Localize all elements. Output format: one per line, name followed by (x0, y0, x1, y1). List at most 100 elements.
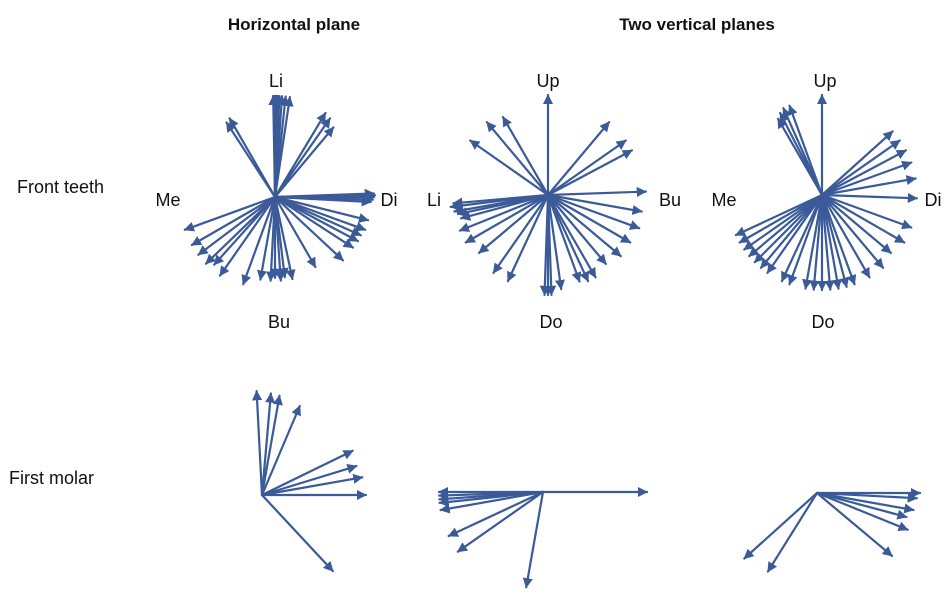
force-vector-arrow (776, 117, 824, 197)
force-vector-arrow (183, 195, 277, 232)
force-vector-arrow (469, 139, 550, 197)
force-vector-arrow (218, 195, 277, 277)
force-vector-arrow (766, 491, 819, 573)
vector-group (449, 93, 648, 297)
force-vector-arrow (197, 195, 277, 256)
force-vector-arrow (815, 491, 894, 558)
force-vector-arrow (438, 490, 545, 507)
force-vector-arrow (820, 149, 908, 197)
force-vector-arrow (260, 404, 301, 497)
force-vector-arrow (447, 490, 545, 538)
force-vector-arrow (273, 195, 317, 269)
force-vector-arrow (273, 195, 367, 232)
force-vector-arrow (748, 193, 824, 258)
force-vector-arrow (273, 195, 372, 207)
force-vector-arrow (273, 195, 354, 249)
force-vector-arrow (820, 193, 885, 269)
direction-label-left: Me (711, 190, 736, 210)
diagram-molar-vertical-1 (437, 486, 649, 589)
force-vector-arrow (820, 160, 913, 197)
force-vector-arrow (780, 193, 824, 283)
force-vector-arrow (501, 115, 550, 197)
force-vector-arrow (225, 121, 277, 199)
force-vector-arrow (439, 490, 545, 514)
force-vector-arrow (266, 195, 277, 282)
force-vector-arrow (546, 186, 648, 197)
diagram-molar-horizontal (252, 390, 368, 573)
force-vector-arrow (820, 193, 842, 290)
vector-group (437, 486, 649, 589)
force-vector-arrow (257, 195, 277, 281)
force-vector-arrow (546, 193, 590, 283)
direction-label-right: Di (925, 190, 942, 210)
force-vector-arrow (273, 111, 327, 199)
direction-label-top: Up (813, 71, 836, 91)
force-vector-arrow (464, 193, 550, 244)
force-vector-arrow (273, 126, 335, 199)
force-vector-arrow (802, 193, 824, 290)
force-vector-arrow (485, 121, 550, 197)
force-vector-arrow (273, 117, 332, 199)
force-vector-arrow (820, 130, 894, 197)
force-vector-arrow (820, 192, 919, 204)
force-vector-arrow (766, 193, 824, 274)
force-vector-arrow (539, 193, 550, 296)
vector-group (734, 93, 919, 292)
force-vector-arrow (743, 491, 819, 560)
direction-label-top: Up (536, 71, 559, 91)
force-vector-arrow (820, 193, 857, 286)
force-vector-arrow (815, 491, 918, 503)
direction-label-right: Bu (659, 190, 681, 210)
force-vector-arrow (273, 95, 294, 199)
force-vector-arrow (252, 390, 264, 497)
force-vector-arrow (546, 193, 632, 244)
force-vector-arrow (506, 193, 550, 283)
force-vector-arrow (241, 195, 277, 286)
force-vector-arrow (546, 193, 641, 230)
diagram-molar-vertical-2 (743, 487, 922, 573)
force-vector-arrow (815, 491, 915, 514)
force-vector-arrow (546, 193, 582, 283)
force-vector-arrow (546, 149, 634, 197)
force-vector-arrow (546, 139, 627, 197)
vector-group (743, 487, 922, 573)
force-vector-arrow (820, 193, 835, 291)
force-vector-arrow (820, 193, 906, 244)
force-vector-arrow (260, 473, 364, 497)
vector-group (183, 94, 377, 286)
force-vector-arrow (492, 193, 550, 274)
force-vector-arrow (743, 193, 824, 251)
force-vector-arrow (190, 195, 277, 247)
force-vector-arrow (820, 193, 913, 230)
force-vector-arrow (260, 449, 354, 497)
diagram-front-vertical-1: Up Do Li Bu (427, 71, 681, 332)
force-vector-arrow (260, 394, 283, 497)
force-vector-arrow (734, 193, 824, 237)
force-vector-arrow (820, 193, 893, 254)
force-vector-arrow (260, 463, 358, 497)
force-vector-arrow (787, 193, 824, 286)
force-vector-arrow (546, 193, 622, 258)
diagram-front-horizontal: Li Bu Me Di (155, 71, 397, 332)
force-vector-arrow (273, 195, 359, 243)
force-vector-arrow (458, 193, 550, 232)
row-label-front-teeth: Front teeth (17, 177, 104, 197)
force-vector-arrow (815, 491, 908, 520)
force-vector-arrow (809, 193, 824, 291)
force-vector-arrow (753, 193, 824, 264)
force-vector-arrow (273, 195, 370, 223)
force-vector-arrow (546, 193, 608, 265)
force-vector-arrow (273, 195, 296, 281)
force-vector-arrow (452, 193, 550, 208)
force-vector-arrow (522, 490, 545, 589)
force-vector-arrow (204, 195, 277, 265)
direction-label-bottom: Do (811, 312, 834, 332)
force-vector-arrow (820, 139, 901, 197)
diagram-front-vertical-2: Up Do Me Di (711, 71, 941, 332)
force-vector-arrow (273, 195, 345, 262)
direction-label-bottom: Bu (268, 312, 290, 332)
force-vector-arrow (546, 193, 643, 215)
force-vector-arrow (478, 193, 550, 254)
force-vector-arrow (815, 491, 909, 531)
force-vector-arrow (738, 193, 824, 244)
